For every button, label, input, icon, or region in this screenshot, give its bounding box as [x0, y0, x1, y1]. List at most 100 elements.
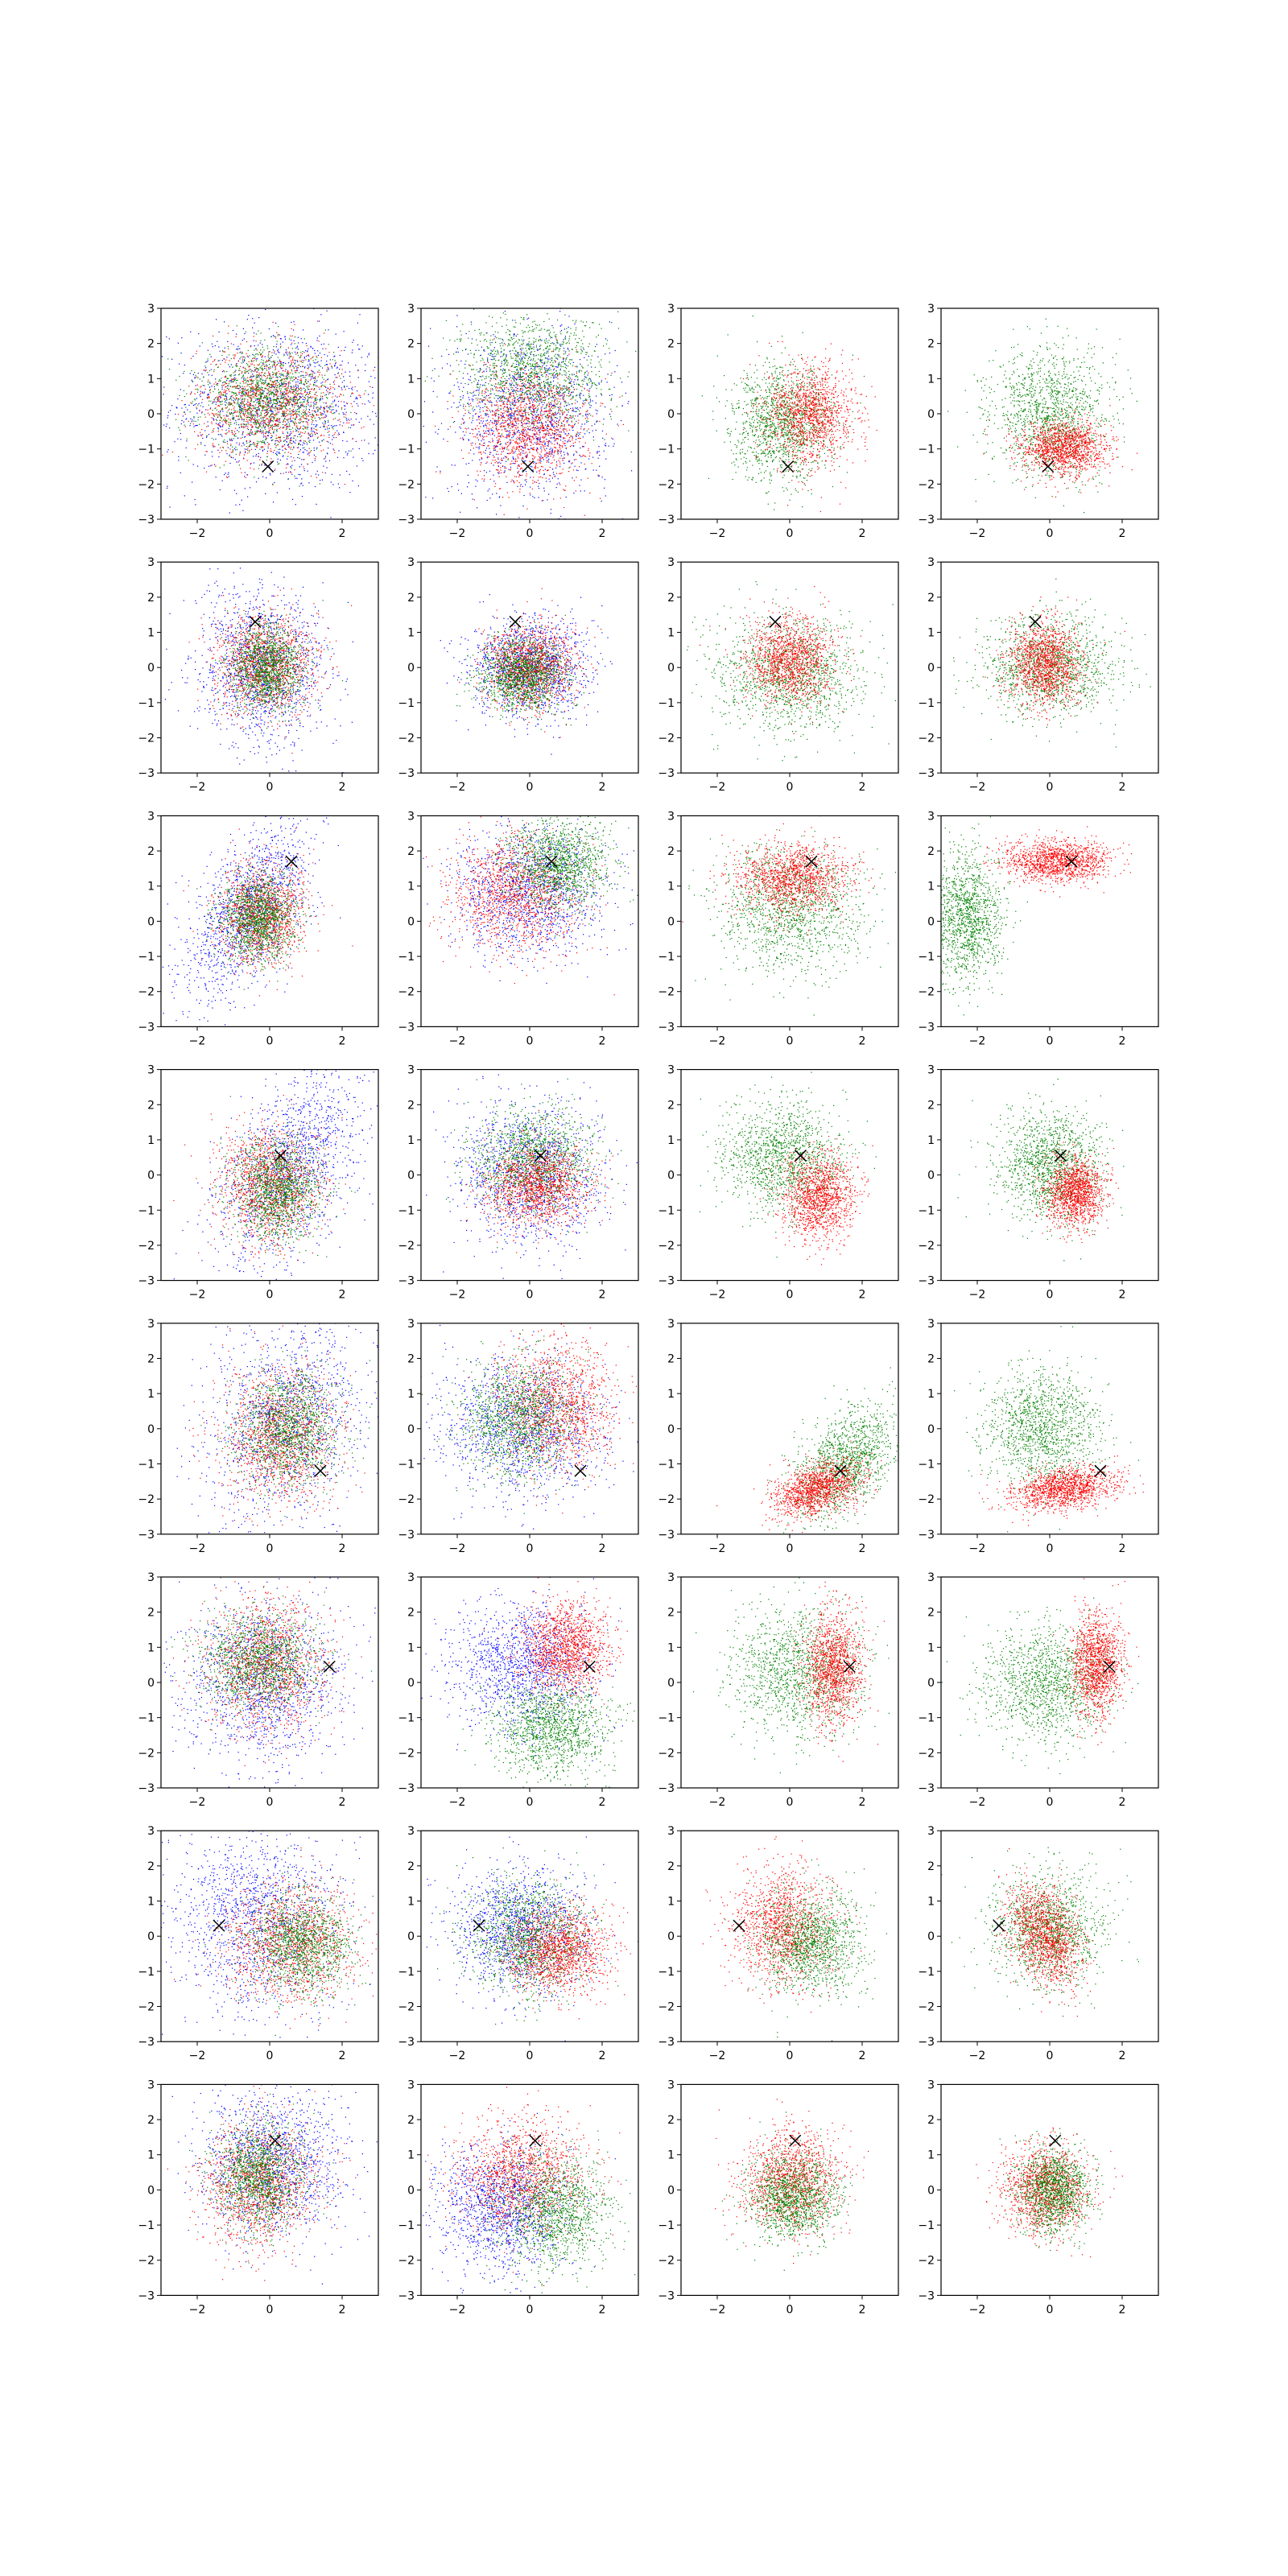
data-point	[266, 453, 267, 454]
data-point	[243, 443, 244, 444]
data-point	[268, 357, 269, 358]
data-point	[289, 423, 290, 424]
data-point	[313, 407, 314, 408]
data-point	[437, 466, 438, 467]
data-point	[540, 437, 541, 438]
data-point	[267, 413, 268, 414]
data-point	[193, 423, 194, 424]
data-point	[291, 328, 292, 329]
data-point	[269, 358, 270, 359]
data-point	[191, 391, 192, 392]
data-point	[262, 432, 263, 433]
data-point	[202, 411, 203, 412]
data-point	[251, 449, 252, 450]
data-point	[316, 430, 317, 431]
data-point	[258, 387, 259, 388]
data-point	[237, 438, 238, 439]
data-point	[211, 369, 212, 370]
data-point	[221, 393, 222, 394]
data-point	[311, 476, 312, 477]
data-point	[277, 350, 278, 351]
data-point	[480, 368, 481, 369]
data-point	[260, 388, 261, 389]
data-point	[304, 449, 305, 450]
data-point	[321, 344, 322, 345]
data-point	[252, 377, 253, 378]
data-point	[301, 378, 302, 379]
data-point	[225, 419, 226, 420]
data-point	[488, 490, 489, 491]
data-point	[249, 450, 250, 451]
data-point	[278, 437, 279, 438]
data-point	[255, 434, 256, 435]
data-point	[286, 411, 287, 412]
data-point	[238, 403, 239, 404]
data-point	[315, 362, 316, 363]
data-point	[245, 472, 246, 473]
data-point	[258, 423, 259, 424]
data-point	[271, 435, 272, 436]
data-point	[572, 408, 573, 409]
data-point	[262, 380, 263, 381]
data-point	[311, 377, 312, 378]
data-point	[289, 413, 290, 414]
data-point	[349, 492, 350, 493]
data-point	[330, 405, 331, 406]
data-point	[271, 451, 272, 452]
data-point	[518, 354, 519, 355]
data-point	[217, 401, 218, 402]
data-point	[211, 417, 212, 418]
data-point	[270, 419, 271, 420]
data-point	[207, 451, 208, 452]
data-point	[273, 322, 274, 323]
data-point	[260, 367, 261, 368]
data-point	[509, 423, 510, 424]
data-point	[480, 407, 481, 408]
data-point	[223, 395, 224, 396]
data-point	[260, 378, 261, 379]
data-point	[324, 423, 325, 424]
data-point	[237, 419, 238, 420]
data-point	[274, 407, 275, 408]
data-point	[261, 422, 262, 423]
data-point	[253, 396, 254, 397]
data-point	[533, 469, 534, 470]
data-point	[195, 448, 196, 449]
data-point	[257, 368, 258, 369]
data-point	[601, 380, 602, 381]
data-point	[287, 403, 288, 404]
data-point	[301, 361, 302, 362]
data-point	[435, 431, 436, 432]
data-point	[185, 414, 186, 415]
data-point	[297, 352, 298, 353]
data-point	[282, 408, 283, 409]
data-point	[487, 357, 488, 358]
data-point	[166, 426, 167, 427]
data-point	[609, 395, 610, 396]
data-point	[307, 383, 308, 384]
data-point	[474, 409, 475, 410]
data-point	[269, 432, 270, 433]
data-point	[551, 420, 552, 421]
data-point	[492, 430, 493, 431]
data-point	[272, 420, 273, 421]
data-point	[249, 442, 250, 443]
data-point	[242, 413, 243, 414]
data-point	[221, 450, 222, 451]
data-point	[354, 412, 355, 413]
data-point	[589, 407, 590, 408]
data-point	[510, 405, 511, 406]
data-point	[226, 402, 227, 403]
data-point	[548, 368, 549, 369]
data-point	[291, 399, 292, 400]
data-point	[277, 461, 278, 462]
data-point	[301, 381, 302, 382]
data-point	[531, 466, 532, 467]
data-point	[312, 348, 313, 349]
data-point	[181, 337, 182, 338]
data-point	[302, 366, 303, 367]
data-point	[442, 368, 443, 369]
data-point	[289, 391, 290, 392]
data-point	[432, 497, 433, 498]
data-point	[310, 396, 311, 397]
